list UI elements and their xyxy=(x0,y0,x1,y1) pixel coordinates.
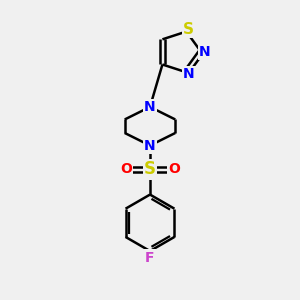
Text: N: N xyxy=(183,67,194,81)
Text: S: S xyxy=(183,22,194,37)
Text: N: N xyxy=(199,45,211,59)
Text: F: F xyxy=(145,250,155,265)
Text: S: S xyxy=(144,160,156,178)
Text: N: N xyxy=(144,139,156,152)
Text: O: O xyxy=(120,162,132,176)
Text: N: N xyxy=(144,100,156,114)
Text: O: O xyxy=(168,162,180,176)
